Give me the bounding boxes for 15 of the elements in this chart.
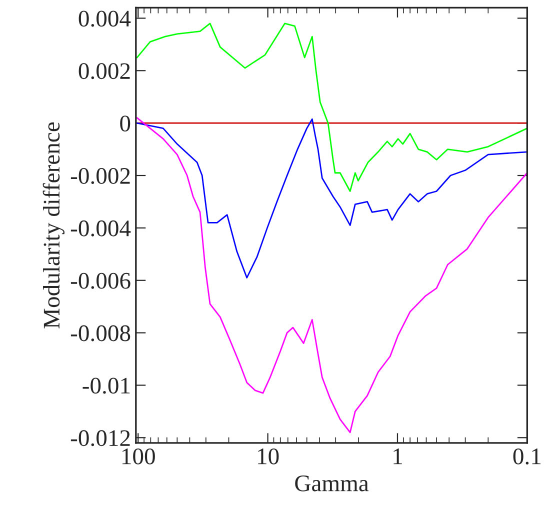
y-tick-label: 0.002 (78, 63, 130, 80)
x-tick-label: 1 (394, 448, 402, 464)
y-tick-label: -0.002 (70, 168, 130, 184)
x-tick-label: 100 (122, 448, 155, 464)
y-tick-label: -0.012 (70, 430, 130, 446)
x-tick-label: 0.1 (513, 448, 541, 464)
y-tick-label: -0.004 (70, 220, 131, 236)
y-tick-label: 0 (120, 116, 130, 132)
y-tick-label: -0.008 (70, 325, 130, 342)
x-tick-label: 10 (258, 448, 279, 464)
y-tick-label: 0.004 (78, 10, 131, 27)
y-axis-title: Modularity difference (42, 122, 64, 328)
y-tick-label: -0.01 (82, 378, 130, 394)
y-tick-label: -0.006 (70, 272, 130, 289)
x-axis-title: Gamma (295, 475, 369, 492)
